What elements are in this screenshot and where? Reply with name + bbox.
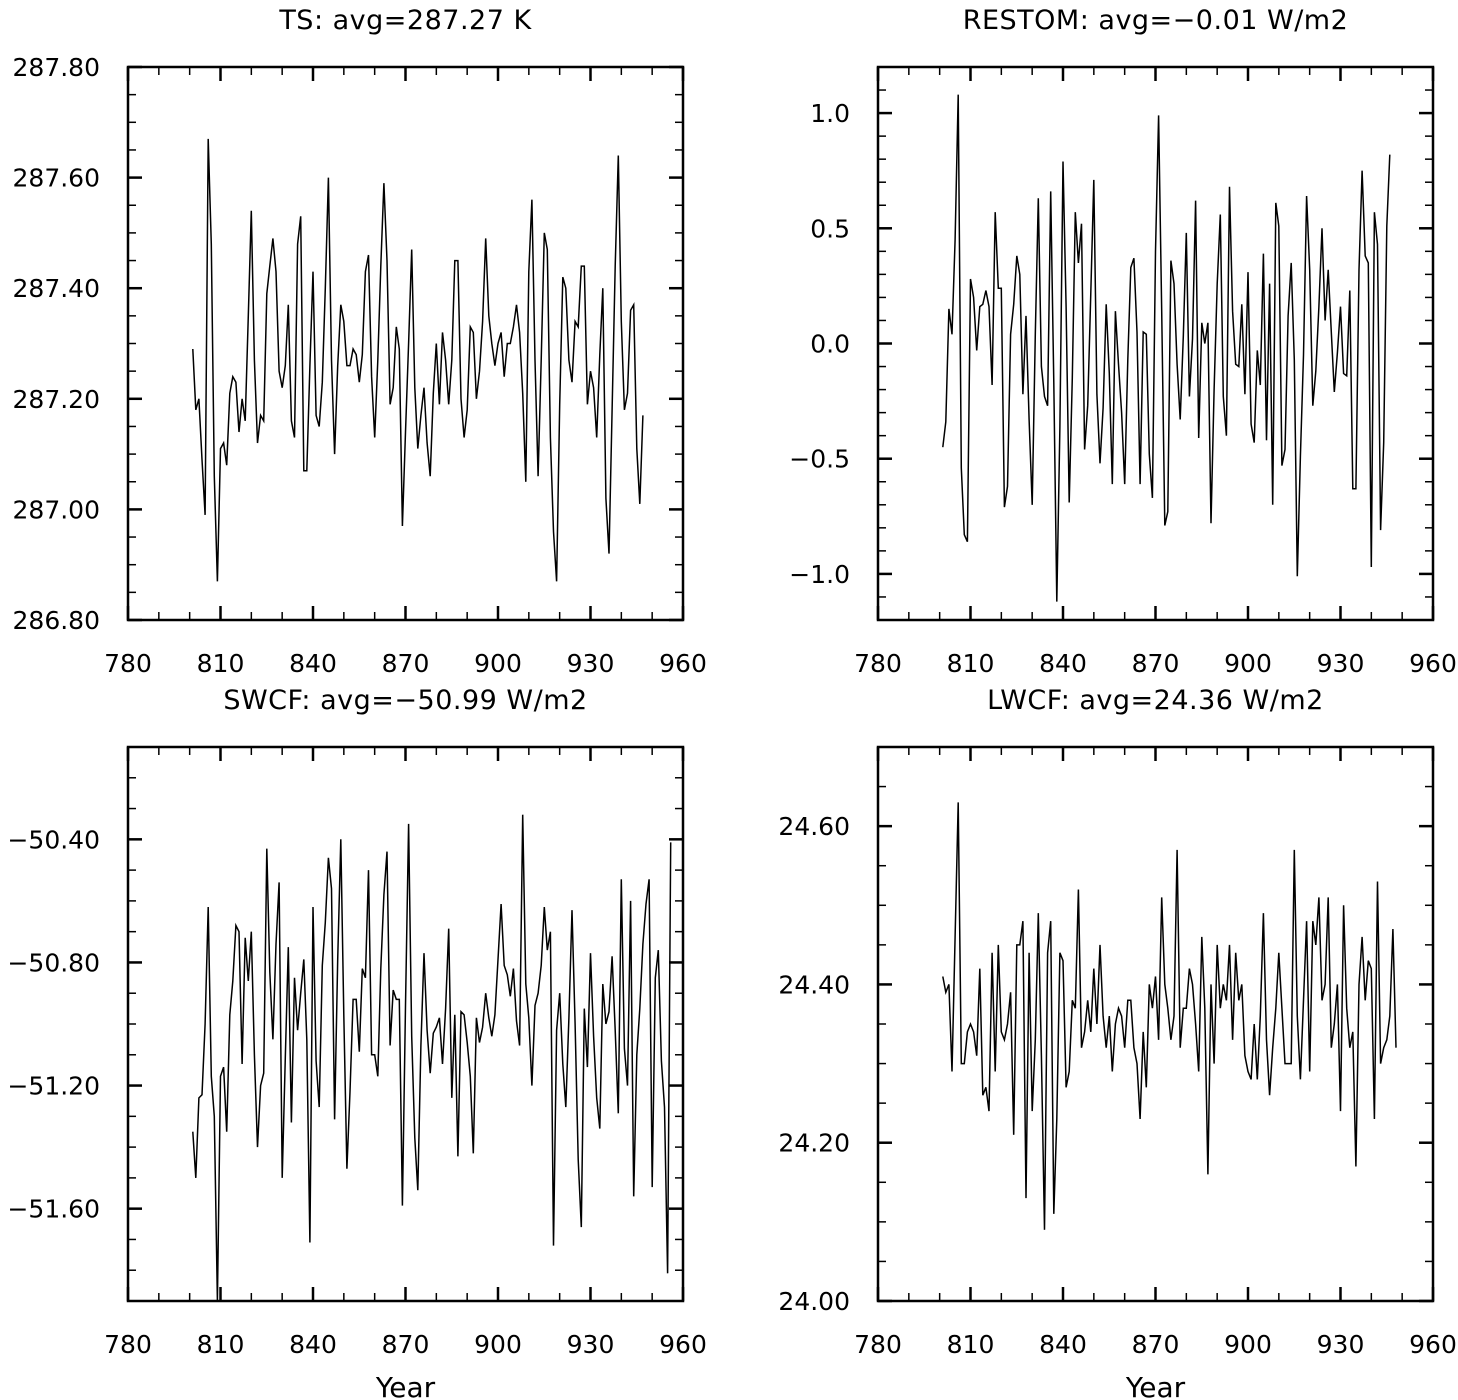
- swcf-x-tick-label: 900: [474, 1330, 522, 1359]
- restom-y-tick-label: −0.5: [789, 445, 850, 474]
- swcf-x-tick-label: 810: [197, 1330, 245, 1359]
- swcf-x-tick-label: 930: [567, 1330, 615, 1359]
- swcf-x-tick-label: 870: [382, 1330, 430, 1359]
- lwcf-x-tick-label: 960: [1409, 1330, 1457, 1359]
- ts-x-tick-label: 780: [104, 649, 152, 678]
- ts-x-tick-label: 900: [474, 649, 522, 678]
- restom-y-tick-label: 0.0: [810, 330, 850, 359]
- panel-lwcf: LWCF: avg=24.36 W/m2 780 810 840 870 900 930 96…: [778, 685, 1456, 1400]
- lwcf-x-axis-label: Year: [1125, 1371, 1186, 1400]
- restom-series-line: [942, 94, 1391, 602]
- swcf-x-tick-label: 960: [659, 1330, 707, 1359]
- ts-y-tick-label: 287.80: [13, 53, 100, 82]
- restom-x-tick-label: 840: [1039, 649, 1087, 678]
- ts-y-tick-label: 287.60: [13, 164, 100, 193]
- swcf-y-tick-label: −51.60: [7, 1195, 100, 1224]
- ts-series-line: [192, 138, 644, 582]
- swcf-x-tick-label: 780: [104, 1330, 152, 1359]
- ts-x-tick-label: 870: [382, 649, 430, 678]
- restom-y-tick-label: 1.0: [810, 99, 850, 128]
- ts-x-tick-label: 960: [659, 649, 707, 678]
- restom-plot-frame: [876, 65, 1435, 622]
- ts-title: TS: avg=287.27 K: [278, 5, 532, 36]
- restom-y-tick-label: 0.5: [810, 214, 850, 243]
- swcf-title: SWCF: avg=−50.99 W/m2: [223, 685, 587, 716]
- swcf-series-line: [192, 814, 672, 1302]
- lwcf-x-tick-label: 840: [1039, 1330, 1087, 1359]
- ts-x-tick-label: 840: [289, 649, 337, 678]
- restom-x-tick-label: 900: [1224, 649, 1272, 678]
- lwcf-y-tick-label: 24.20: [778, 1129, 850, 1158]
- ts-y-tick-label: 286.80: [13, 606, 100, 635]
- lwcf-y-tick-label: 24.60: [778, 812, 850, 841]
- lwcf-series-line: [942, 802, 1397, 1230]
- restom-title: RESTOM: avg=−0.01 W/m2: [963, 5, 1349, 36]
- lwcf-x-tick-label: 810: [947, 1330, 995, 1359]
- swcf-x-axis-label: Year: [375, 1371, 436, 1400]
- lwcf-y-tick-label: 24.00: [778, 1287, 850, 1316]
- lwcf-x-tick-label: 930: [1317, 1330, 1365, 1359]
- ts-y-tick-label: 287.00: [13, 495, 100, 524]
- swcf-x-tick-label: 840: [289, 1330, 337, 1359]
- ts-x-tick-label: 930: [567, 649, 615, 678]
- lwcf-title: LWCF: avg=24.36 W/m2: [987, 685, 1324, 716]
- panel-swcf: SWCF: avg=−50.99 W/m2 780 810 840 870 900 930 9…: [7, 685, 706, 1400]
- swcf-y-tick-label: −51.20: [7, 1072, 100, 1101]
- restom-y-tick-label: −1.0: [789, 560, 850, 589]
- swcf-y-tick-label: −50.40: [7, 825, 100, 854]
- swcf-y-tick-label: −50.80: [7, 948, 100, 977]
- lwcf-x-tick-label: 870: [1132, 1330, 1180, 1359]
- ts-y-tick-label: 287.20: [13, 385, 100, 414]
- panel-restom: RESTOM: avg=−0.01 W/m2 780 810 840 870 900 930…: [789, 5, 1457, 678]
- restom-x-tick-label: 810: [947, 649, 995, 678]
- panel-ts: TS: avg=287.27 K 780 810 840 870 900 930 960 286…: [13, 5, 707, 678]
- ts-x-tick-label: 810: [197, 649, 245, 678]
- lwcf-x-tick-label: 900: [1224, 1330, 1272, 1359]
- restom-x-tick-label: 780: [854, 649, 902, 678]
- lwcf-y-tick-label: 24.40: [778, 970, 850, 999]
- lwcf-x-tick-label: 780: [854, 1330, 902, 1359]
- restom-x-tick-label: 870: [1132, 649, 1180, 678]
- restom-x-tick-label: 930: [1317, 649, 1365, 678]
- restom-x-tick-label: 960: [1409, 649, 1457, 678]
- ts-y-tick-label: 287.40: [13, 274, 100, 303]
